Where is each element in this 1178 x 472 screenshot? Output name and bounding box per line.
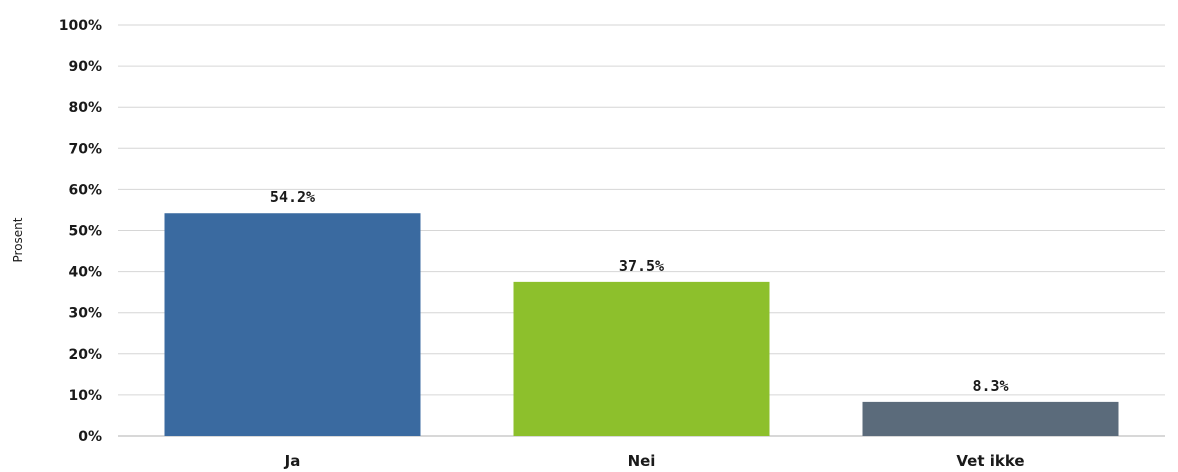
y-tick-label: 20% [68,347,102,363]
bar-ja [164,213,421,436]
bars [164,213,1119,436]
y-tick-label: 50% [68,224,102,240]
x-category-label: Vet ikke [956,452,1024,470]
data-labels: 54.2% 37.5% 8.3% [270,188,1009,395]
y-tick-label: 0% [78,429,102,445]
bar-nei [513,281,770,436]
x-axis-categories: Ja Nei Vet ikke [284,452,1025,470]
y-tick-label: 70% [68,141,102,157]
y-tick-label: 60% [68,182,102,198]
bar-vet-ikke [862,401,1119,436]
y-tick-label: 40% [68,265,102,281]
y-tick-label: 90% [68,59,102,75]
y-tick-label: 30% [68,306,102,322]
y-axis-label: Prosent [11,217,25,262]
y-tick-label: 100% [59,18,102,34]
x-category-label: Nei [628,452,656,470]
data-label: 8.3% [972,377,1008,395]
y-tick-label: 80% [68,100,102,116]
data-label: 54.2% [270,188,315,206]
x-category-label: Ja [284,452,301,470]
y-axis-ticks: 0% 10% 20% 30% 40% 50% 60% 70% 80% 90% 100% [59,18,102,445]
y-tick-label: 10% [68,388,102,404]
data-label: 37.5% [619,257,664,275]
